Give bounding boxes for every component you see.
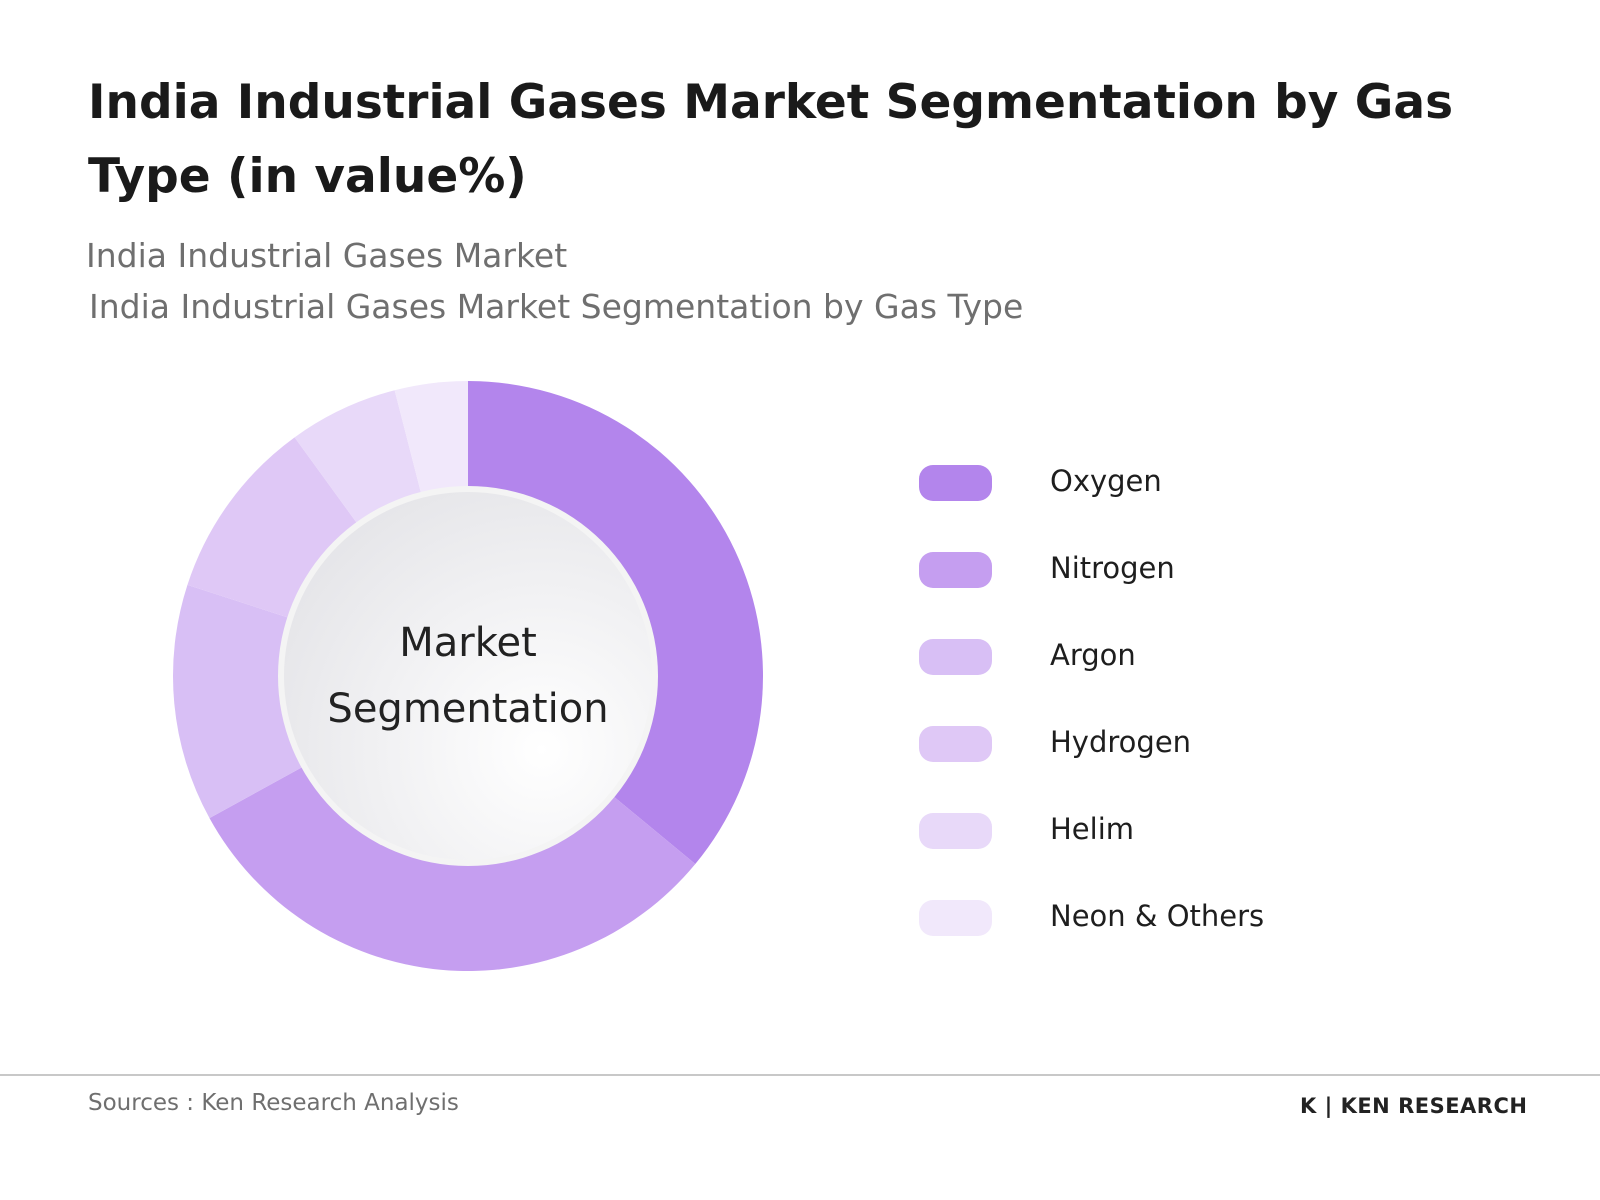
legend-swatch [919, 639, 992, 675]
legend-swatch [919, 465, 992, 501]
legend-label: Hydrogen [1050, 725, 1192, 759]
logo: K | KEN RESEARCH [1300, 1094, 1528, 1118]
donut-hole [284, 492, 652, 860]
source: Sources : Ken Research Analysis [88, 1090, 459, 1116]
subtitle: India Industrial Gases Market Segmentati… [89, 287, 1024, 326]
legend-swatch [919, 813, 992, 849]
legend-swatch [919, 900, 992, 936]
center-label: Market Segmentation [327, 620, 609, 732]
legend-label: Oxygen [1050, 464, 1162, 498]
legend-swatch [919, 552, 992, 588]
legend-label: Argon [1050, 638, 1136, 672]
subtitle: India Industrial Gases Market [86, 236, 568, 275]
legend-label: Helim [1050, 812, 1135, 846]
divider [0, 1074, 1600, 1076]
legend-swatch [919, 726, 992, 762]
legend-label: Neon & Others [1050, 899, 1265, 933]
chart-title: India Industrial Gases Market Segmentati… [88, 75, 1454, 204]
legend-label: Nitrogen [1050, 551, 1175, 585]
